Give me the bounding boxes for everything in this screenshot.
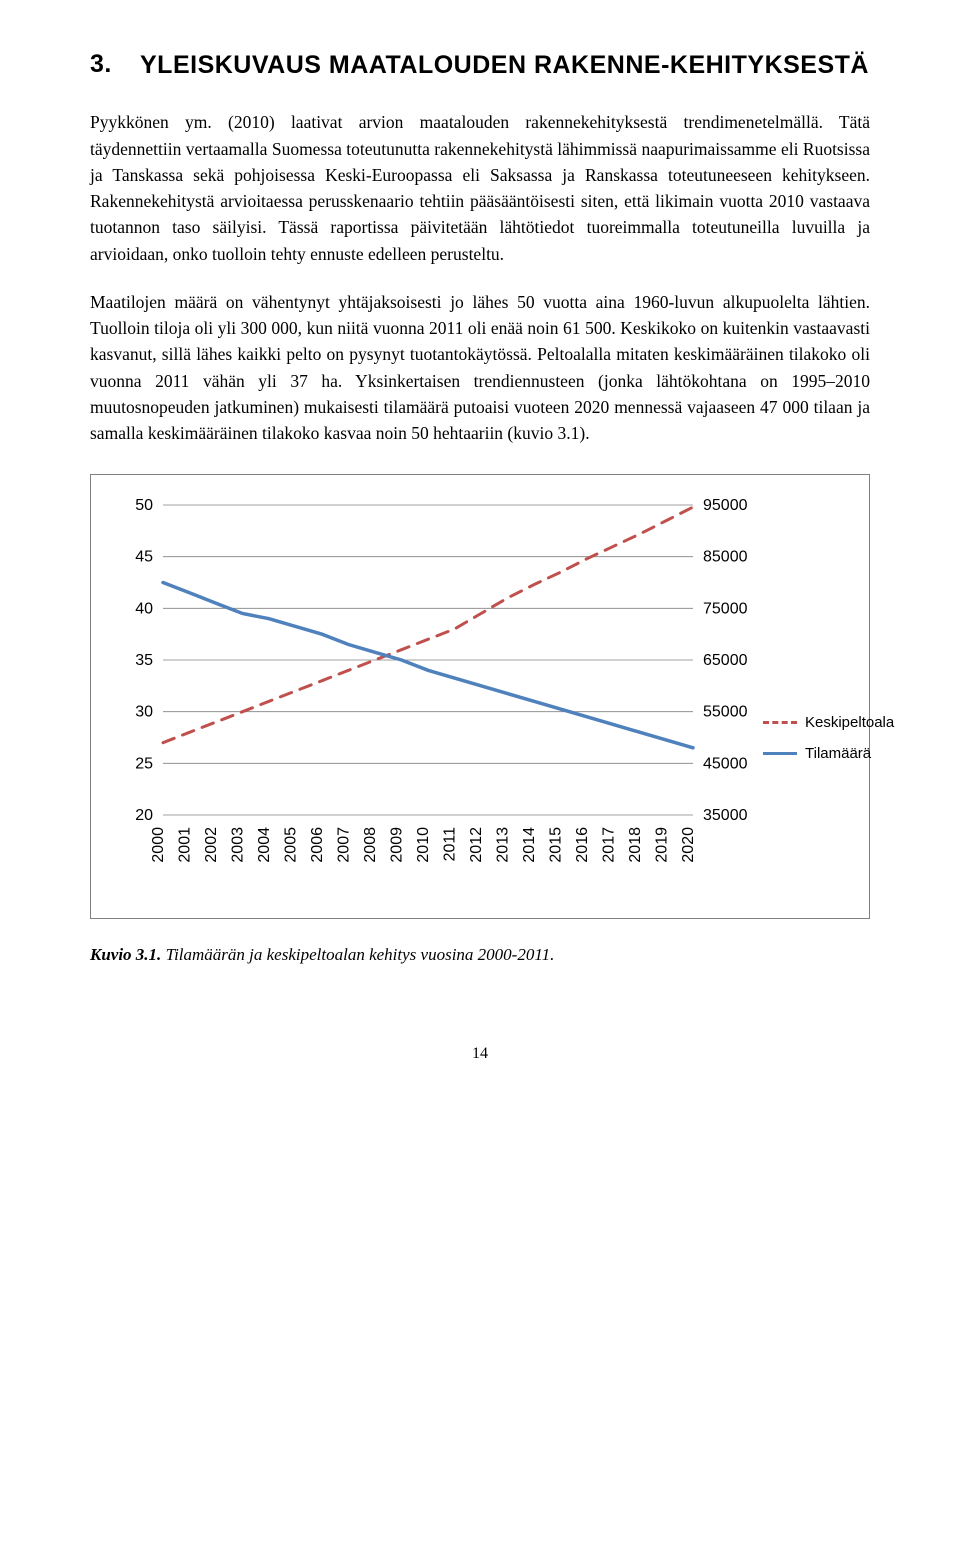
- svg-text:2006: 2006: [309, 827, 326, 863]
- chart-frame: 20 25 30 35 40 45 50 35000 45000 55000 65000 75000 8…: [90, 474, 870, 919]
- page: 3. YLEISKUVAUS MAATALOUDEN RAKENNE-KEHIT…: [0, 0, 960, 1103]
- line-chart: 20 25 30 35 40 45 50 35000 45000 55000 65000 75000 8…: [119, 499, 755, 905]
- svg-text:2003: 2003: [230, 827, 247, 863]
- svg-text:2009: 2009: [389, 827, 406, 863]
- svg-text:2020: 2020: [680, 827, 697, 863]
- svg-text:2016: 2016: [574, 827, 591, 863]
- paragraph-2: Maatilojen määrä on vähentynyt yhtäjakso…: [90, 289, 870, 447]
- svg-text:2005: 2005: [283, 827, 300, 863]
- svg-text:2017: 2017: [601, 827, 618, 863]
- legend-label: Tilamäärä: [805, 745, 871, 762]
- svg-text:65000: 65000: [703, 652, 748, 669]
- svg-text:2007: 2007: [336, 827, 353, 863]
- svg-text:2001: 2001: [177, 827, 194, 863]
- heading-number: 3.: [90, 50, 140, 81]
- svg-text:30: 30: [135, 704, 153, 721]
- svg-text:2015: 2015: [548, 827, 565, 863]
- svg-text:2014: 2014: [521, 827, 538, 863]
- svg-text:2008: 2008: [362, 827, 379, 863]
- page-number: 14: [90, 1045, 870, 1063]
- svg-text:2002: 2002: [203, 827, 220, 863]
- figure-caption: Kuvio 3.1. Tilamäärän ja keskipeltoalan …: [90, 945, 870, 965]
- svg-text:45000: 45000: [703, 756, 748, 773]
- svg-text:75000: 75000: [703, 601, 748, 618]
- svg-text:2013: 2013: [495, 827, 512, 863]
- legend-item: Keskipeltoala: [763, 714, 894, 731]
- svg-text:2019: 2019: [654, 827, 671, 863]
- svg-text:20: 20: [135, 807, 153, 824]
- legend-swatch: [763, 752, 797, 755]
- svg-text:95000: 95000: [703, 499, 748, 514]
- caption-text: Tilamäärän ja keskipeltoalan kehitys vuo…: [161, 945, 554, 964]
- svg-text:2012: 2012: [468, 827, 485, 863]
- svg-text:35000: 35000: [703, 807, 748, 824]
- svg-text:2018: 2018: [627, 827, 644, 863]
- caption-label: Kuvio 3.1.: [90, 945, 161, 964]
- svg-text:50: 50: [135, 499, 153, 514]
- svg-text:2000: 2000: [150, 827, 167, 863]
- legend-label: Keskipeltoala: [805, 714, 894, 731]
- svg-text:2004: 2004: [256, 827, 273, 863]
- chart-legend: Keskipeltoala Tilamäärä: [755, 499, 894, 910]
- paragraph-1: Pyykkönen ym. (2010) laativat arvion maa…: [90, 109, 870, 267]
- legend-swatch: [763, 721, 797, 724]
- heading-title: YLEISKUVAUS MAATALOUDEN RAKENNE-KEHITYKS…: [140, 50, 869, 81]
- svg-text:2010: 2010: [415, 827, 432, 863]
- svg-text:40: 40: [135, 601, 153, 618]
- legend-item: Tilamäärä: [763, 745, 894, 762]
- section-heading: 3. YLEISKUVAUS MAATALOUDEN RAKENNE-KEHIT…: [90, 50, 870, 81]
- svg-text:2011: 2011: [442, 827, 459, 862]
- svg-text:55000: 55000: [703, 704, 748, 721]
- svg-text:45: 45: [135, 549, 153, 566]
- svg-text:85000: 85000: [703, 549, 748, 566]
- svg-text:35: 35: [135, 652, 153, 669]
- svg-text:25: 25: [135, 756, 153, 773]
